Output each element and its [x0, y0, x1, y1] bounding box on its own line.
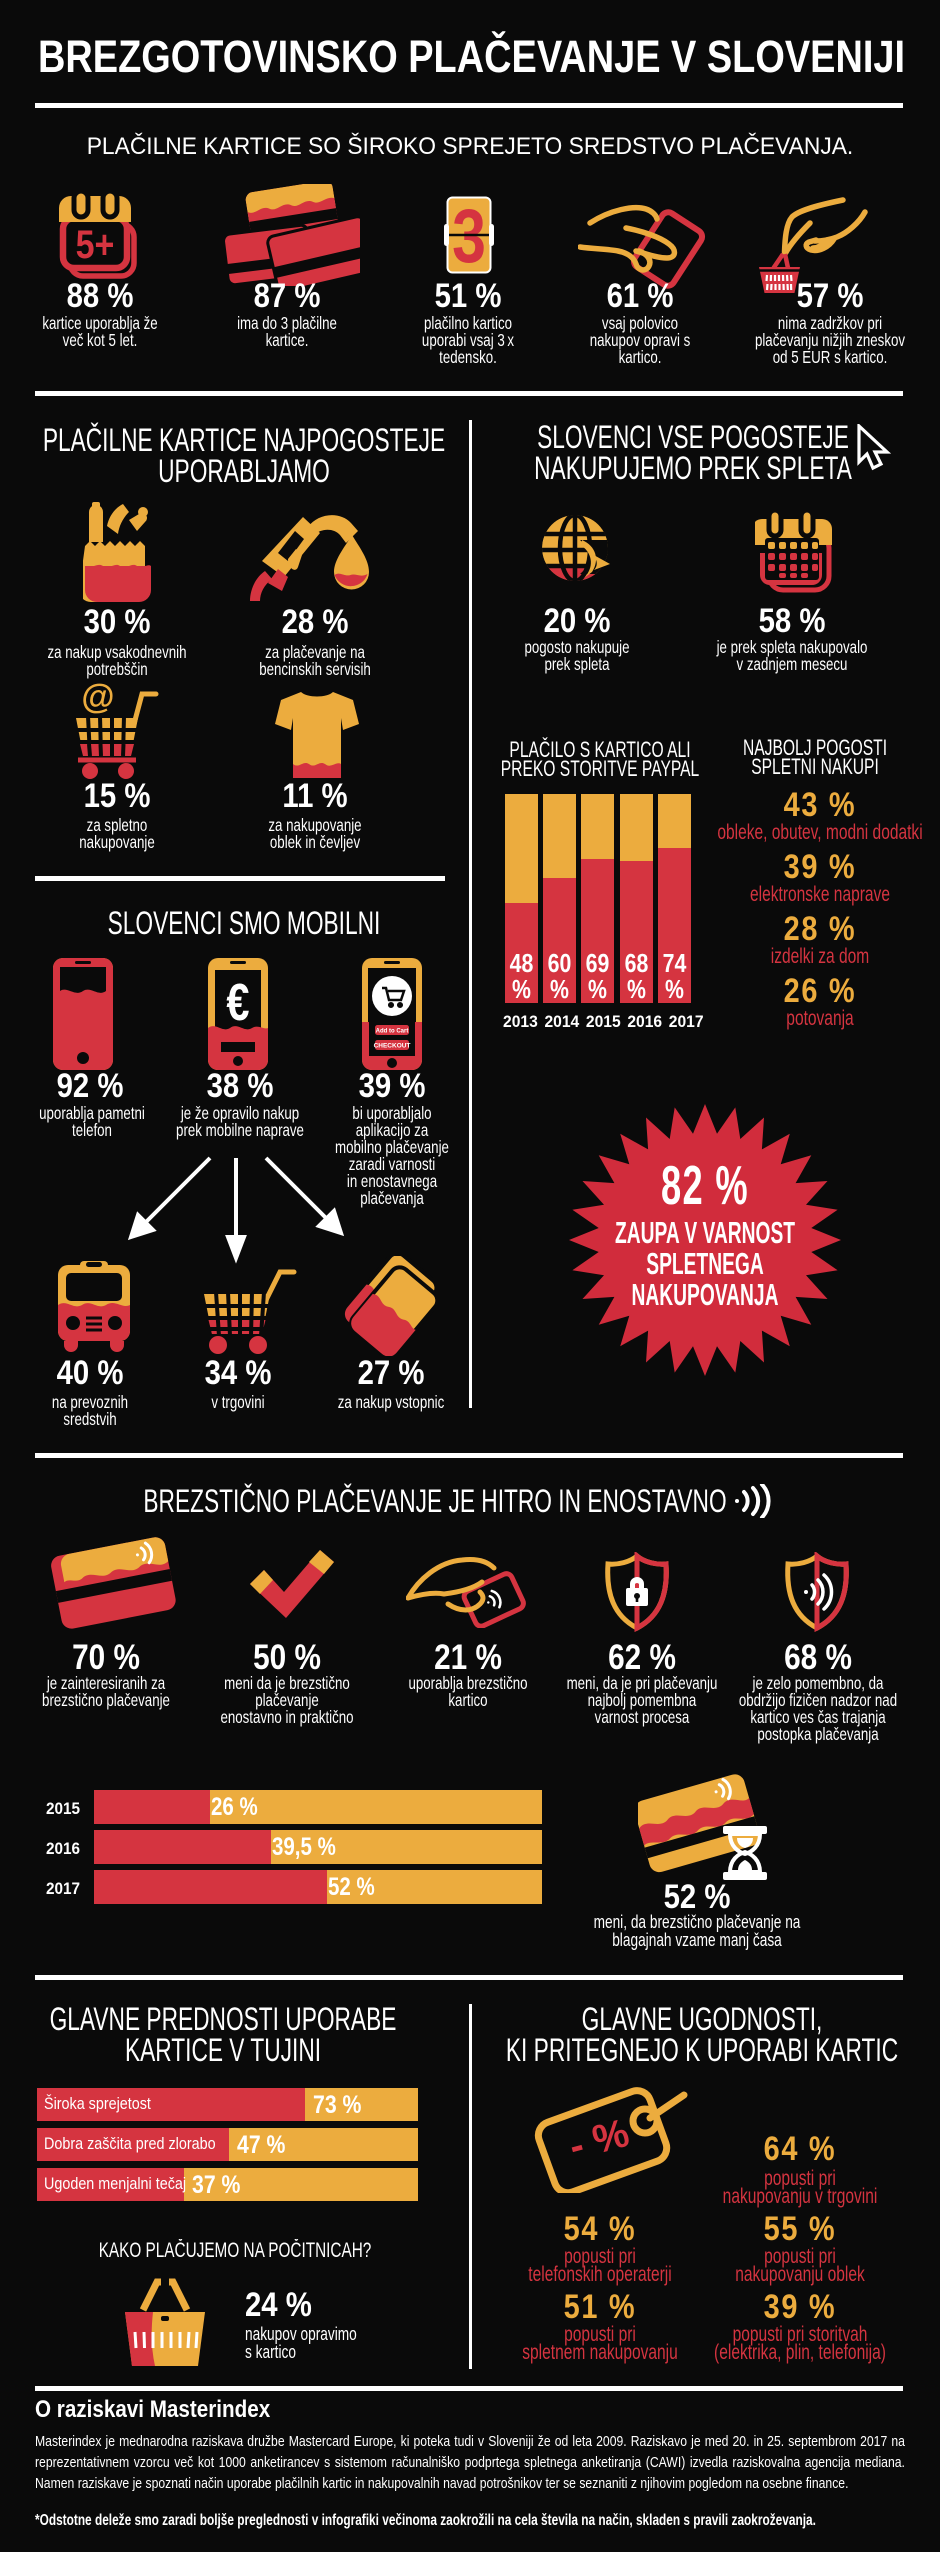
svg-text:69: 69	[586, 949, 610, 979]
svg-text:€: €	[226, 973, 249, 1032]
svg-text:82 %: 82 %	[661, 1154, 749, 1215]
svg-text:@: @	[81, 682, 114, 716]
svg-text:%: %	[588, 975, 607, 1004]
svg-text:%: %	[550, 975, 569, 1004]
svg-text:%: %	[627, 975, 646, 1004]
svg-text:Add to Cart: Add to Cart	[376, 1029, 409, 1035]
svg-text:NAKUPOVANJA: NAKUPOVANJA	[632, 1279, 779, 1313]
svg-text:SPLETNEGA: SPLETNEGA	[646, 1248, 763, 1282]
svg-text:74: 74	[663, 949, 687, 979]
svg-text:5+: 5+	[76, 221, 115, 266]
svg-text:60: 60	[548, 949, 572, 979]
svg-text:- %: - %	[564, 2111, 633, 2169]
svg-text:48: 48	[510, 949, 534, 979]
svg-text:ZAUPA V VARNOST: ZAUPA V VARNOST	[615, 1217, 795, 1251]
svg-text:%: %	[512, 975, 531, 1004]
svg-text:68: 68	[625, 949, 649, 979]
svg-text:CHECKOUT: CHECKOUT	[374, 1043, 411, 1050]
svg-text:%: %	[665, 975, 684, 1004]
